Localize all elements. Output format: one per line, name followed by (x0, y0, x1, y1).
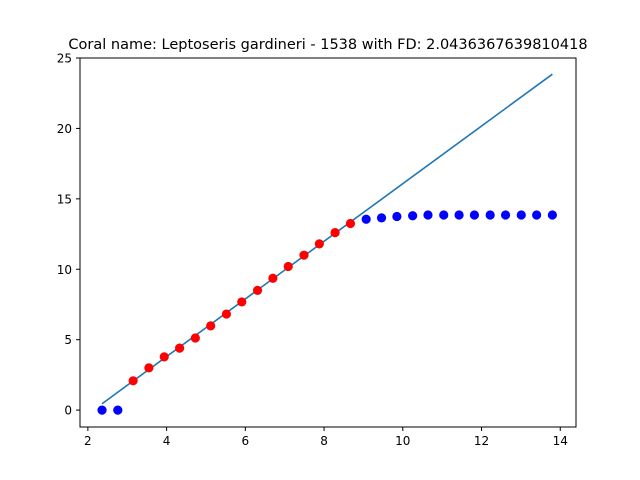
data-point (454, 210, 464, 220)
plot-frame (79, 57, 577, 428)
y-tick-label: 25 (57, 52, 72, 66)
fit-point (314, 239, 324, 249)
data-point (361, 214, 371, 224)
fit-point (221, 309, 232, 319)
chart-marks (97, 73, 557, 415)
data-point (408, 211, 418, 221)
y-tick-label: 10 (57, 263, 72, 277)
data-point (500, 210, 511, 220)
x-tick-label: 14 (553, 434, 568, 448)
x-tick-label: 6 (242, 434, 250, 448)
data-point (423, 210, 433, 220)
fit-line (101, 73, 553, 405)
data-point (392, 211, 402, 222)
fit-point (345, 218, 356, 229)
x-tick-label: 4 (163, 434, 171, 448)
data-point (469, 210, 480, 220)
y-tick-label: 0 (64, 404, 72, 418)
axis-ticks: 2 4 6 8 10 12 14 0 5 10 15 20 25 (57, 52, 568, 449)
x-tick-label: 8 (320, 434, 328, 448)
fit-point (190, 333, 200, 343)
fit-point (252, 285, 263, 295)
fit-point (283, 261, 293, 272)
fit-point (174, 343, 185, 353)
fit-point (159, 352, 169, 362)
data-point (97, 405, 107, 415)
data-point (547, 210, 557, 220)
fit-point (268, 273, 278, 283)
data-point (516, 210, 526, 220)
fit-point (237, 297, 247, 307)
data-point (439, 210, 449, 220)
data-point (113, 405, 123, 415)
fit-point (206, 321, 216, 331)
y-tick-label: 20 (57, 122, 72, 136)
data-point (532, 210, 542, 220)
y-tick-label: 5 (64, 333, 72, 347)
x-tick-label: 2 (84, 434, 92, 448)
x-tick-label: 10 (395, 434, 410, 448)
fit-point (330, 228, 340, 238)
data-point (485, 210, 495, 220)
y-tick-label: 15 (57, 192, 72, 206)
fit-point (299, 250, 309, 260)
fit-point (128, 376, 138, 386)
x-tick-label: 12 (474, 434, 489, 448)
data-point (376, 213, 387, 223)
fit-point (144, 363, 154, 373)
chart-title: Coral name: Leptoseris gardineri - 1538 … (68, 37, 587, 53)
